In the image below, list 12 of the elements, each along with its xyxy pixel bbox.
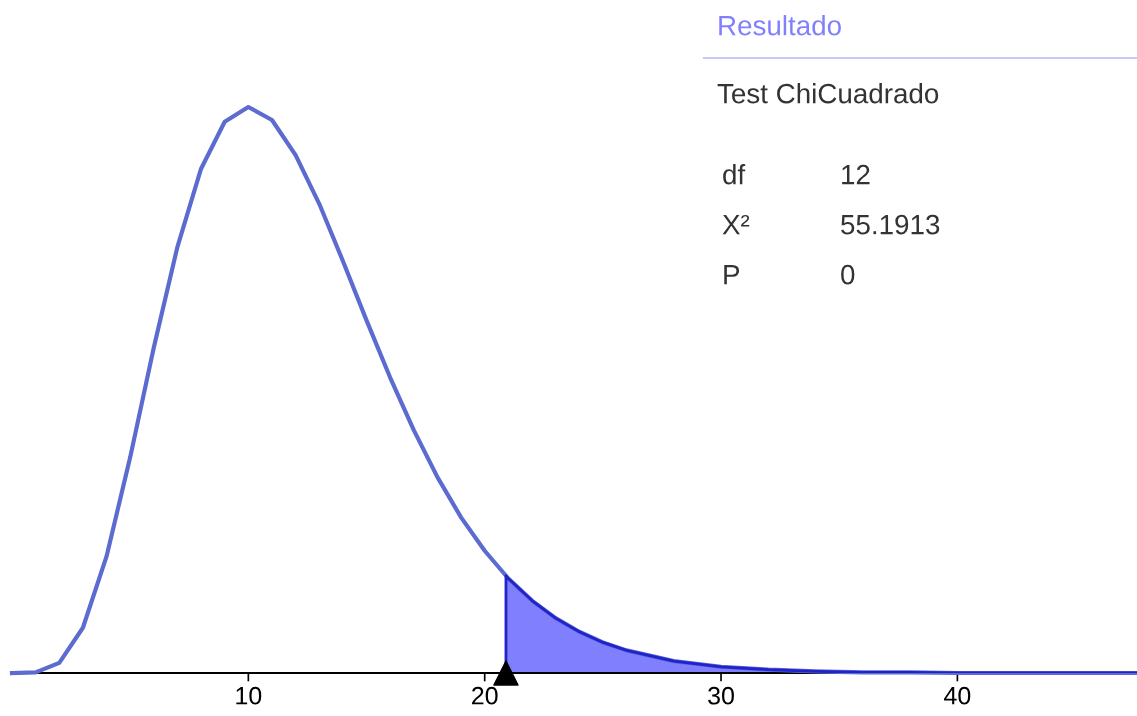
annotation: 0 bbox=[841, 264, 855, 285]
annotation: X² bbox=[722, 214, 750, 235]
annotation: df bbox=[723, 164, 746, 185]
x-tick-label: 30 bbox=[708, 686, 734, 705]
annotation: 12 bbox=[842, 164, 870, 185]
x-tick-label: 20 bbox=[472, 686, 498, 705]
x-tick-label: 10 bbox=[236, 686, 262, 705]
annotation: 55.1913 bbox=[841, 214, 940, 235]
x-tick-label: 40 bbox=[944, 686, 971, 705]
chart-title: Resultado bbox=[719, 15, 841, 36]
annotation: P bbox=[724, 265, 740, 285]
chart-subtitle: Test ChiCuadrado bbox=[717, 83, 939, 104]
